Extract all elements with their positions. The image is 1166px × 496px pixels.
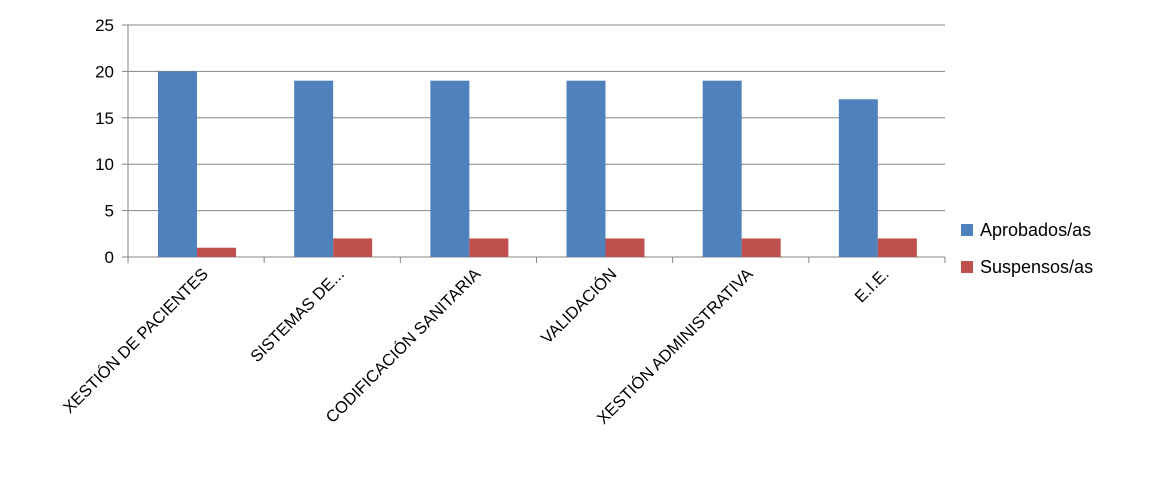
bar-suspensos (877, 238, 917, 257)
x-category-label: XESTIÓN ADMINISTRATIVA (593, 264, 756, 427)
bar-suspensos (333, 238, 373, 257)
legend-label: Aprobados/as (980, 220, 1091, 240)
legend-swatch (961, 224, 973, 236)
y-tick-label: 10 (95, 155, 114, 174)
x-category-label: VALIDACIÓN (537, 264, 620, 347)
x-category-label: SISTEMAS DE... (247, 265, 348, 366)
bar-suspensos (469, 238, 509, 257)
bar-aprobados (838, 99, 878, 258)
x-category-label: XESTIÓN DE PACIENTES (59, 264, 212, 417)
x-category-label: E.I.E. (851, 265, 892, 306)
x-category-label: CODIFICACIÓN SANITARIA (322, 264, 484, 426)
y-tick-label: 25 (95, 16, 114, 35)
y-tick-label: 5 (105, 202, 114, 221)
y-tick-label: 20 (95, 62, 114, 81)
bar-aprobados (702, 80, 742, 258)
y-tick-label: 15 (95, 109, 114, 128)
bar-suspensos (605, 238, 645, 257)
bar-suspensos (741, 238, 781, 257)
bar-aprobados (430, 80, 470, 258)
legend-label: Suspensos/as (980, 257, 1093, 277)
bar-aprobados (566, 80, 606, 258)
bar-suspensos (197, 247, 236, 257)
bar-aprobados (158, 71, 197, 258)
bar-aprobados (294, 80, 334, 258)
y-tick-label: 0 (105, 248, 114, 267)
legend-swatch (961, 261, 973, 273)
